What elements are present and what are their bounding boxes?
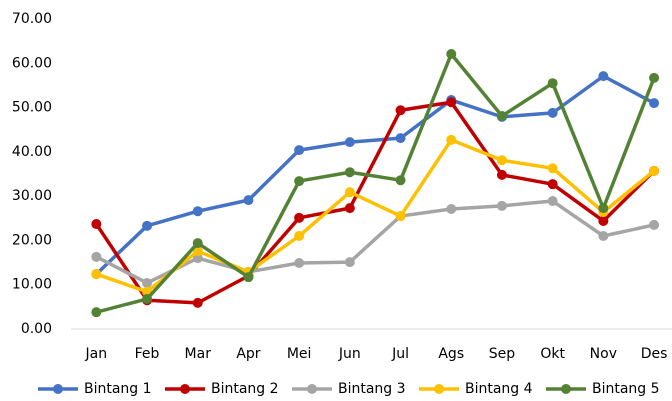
point — [91, 219, 102, 230]
x-tick-label: Jan — [85, 346, 108, 362]
point — [446, 134, 457, 145]
point — [446, 97, 457, 108]
x-tick-label: Okt — [540, 346, 565, 362]
legend-label: Bintang 1 — [84, 381, 152, 397]
point — [142, 220, 153, 231]
legend-marker — [434, 384, 444, 394]
x-tick-label: Des — [641, 346, 668, 362]
point — [598, 71, 609, 82]
point — [192, 297, 203, 308]
point — [344, 203, 355, 214]
legend-marker — [307, 384, 317, 394]
point — [649, 165, 660, 176]
y-tick-label: 0.00 — [21, 321, 52, 337]
point — [142, 277, 153, 288]
point — [91, 251, 102, 262]
x-tick-label: Jul — [391, 346, 409, 362]
point — [496, 110, 507, 121]
y-tick-label: 20.00 — [12, 232, 52, 248]
legend-label: Bintang 4 — [465, 381, 533, 397]
point — [496, 155, 507, 166]
x-tick-label: Mei — [287, 346, 312, 362]
point — [598, 203, 609, 214]
point — [243, 272, 254, 283]
point — [649, 98, 660, 109]
x-tick-label: Sep — [489, 346, 516, 362]
x-tick-label: Jun — [338, 346, 361, 362]
legend-label: Bintang 2 — [211, 381, 279, 397]
point — [598, 231, 609, 241]
legend-label: Bintang 5 — [592, 381, 660, 397]
y-tick-label: 30.00 — [12, 188, 52, 204]
point — [395, 133, 406, 144]
point — [294, 176, 305, 187]
point — [192, 253, 203, 264]
point — [496, 169, 507, 180]
series-line — [95, 138, 656, 294]
point — [446, 203, 457, 214]
point — [91, 269, 102, 280]
point — [344, 137, 355, 148]
point — [547, 179, 558, 190]
point — [192, 238, 203, 249]
point — [294, 231, 305, 241]
point — [344, 187, 355, 198]
point — [496, 200, 507, 211]
point — [395, 105, 406, 116]
point — [598, 215, 609, 226]
point — [294, 145, 305, 156]
legend-marker — [561, 384, 571, 394]
series-line — [95, 52, 656, 314]
legend-label: Bintang 3 — [338, 381, 406, 397]
point — [649, 219, 660, 230]
point — [547, 163, 558, 174]
point — [547, 78, 558, 89]
point — [446, 48, 457, 59]
y-tick-label: 50.00 — [12, 100, 52, 116]
series-line — [95, 199, 655, 285]
y-tick-label: 60.00 — [12, 55, 52, 71]
point — [294, 212, 305, 223]
point — [547, 196, 558, 207]
point — [142, 293, 153, 304]
series-line — [94, 100, 656, 305]
point — [294, 258, 305, 269]
x-tick-label: Apr — [236, 346, 260, 362]
point — [547, 107, 558, 118]
y-tick-label: 40.00 — [12, 144, 52, 160]
point — [395, 211, 406, 222]
point — [192, 246, 203, 257]
legend-marker — [180, 384, 190, 394]
point — [344, 167, 355, 178]
point — [395, 175, 406, 186]
y-tick-label: 70.00 — [12, 11, 52, 27]
legend-marker — [53, 384, 63, 394]
point — [649, 72, 660, 83]
x-tick-label: Mar — [185, 346, 212, 362]
y-tick-label: 10.00 — [12, 277, 52, 293]
x-tick-label: Ags — [438, 346, 464, 362]
point — [344, 257, 355, 268]
point — [91, 307, 102, 318]
x-tick-label: Nov — [590, 346, 617, 362]
point — [192, 206, 203, 217]
x-tick-label: Feb — [135, 346, 160, 362]
point — [243, 195, 254, 206]
